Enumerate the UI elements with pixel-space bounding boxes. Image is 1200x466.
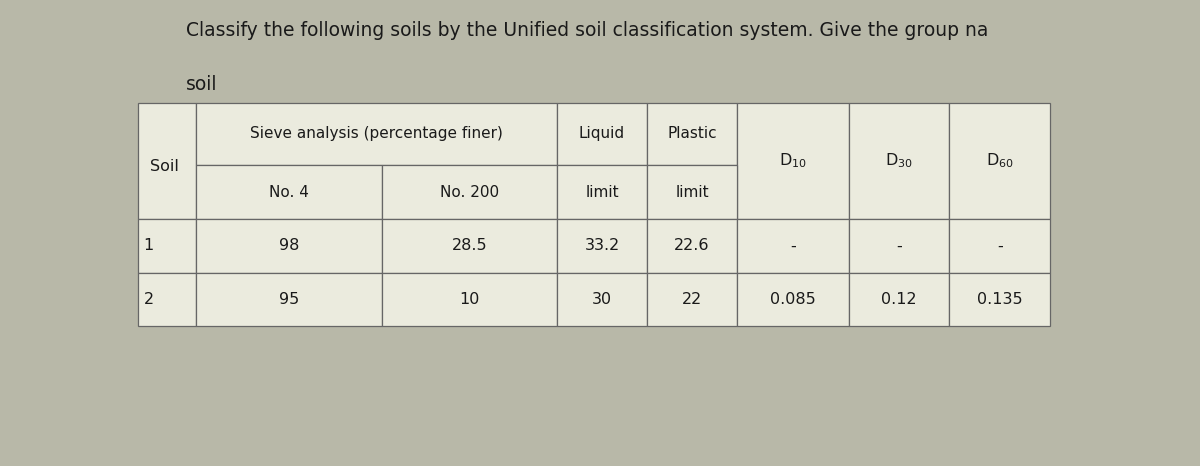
Text: 98: 98 xyxy=(278,238,299,254)
Text: 0.135: 0.135 xyxy=(977,292,1022,307)
Text: 10: 10 xyxy=(460,292,480,307)
Text: No. 200: No. 200 xyxy=(440,185,499,200)
Text: 95: 95 xyxy=(278,292,299,307)
Text: limit: limit xyxy=(586,185,619,200)
Text: 33.2: 33.2 xyxy=(584,238,619,254)
Text: -: - xyxy=(790,238,796,254)
Text: -: - xyxy=(896,238,901,254)
Text: 22: 22 xyxy=(682,292,702,307)
Text: D$_{60}$: D$_{60}$ xyxy=(985,151,1014,170)
Text: Plastic: Plastic xyxy=(667,126,716,142)
Text: limit: limit xyxy=(676,185,709,200)
Text: 22.6: 22.6 xyxy=(674,238,710,254)
Text: 28.5: 28.5 xyxy=(451,238,487,254)
Text: Sieve analysis (percentage finer): Sieve analysis (percentage finer) xyxy=(250,126,503,142)
Text: -: - xyxy=(997,238,1002,254)
Text: No. 4: No. 4 xyxy=(269,185,310,200)
Text: Soil: Soil xyxy=(150,159,179,174)
Text: 0.085: 0.085 xyxy=(770,292,816,307)
Text: soil: soil xyxy=(186,75,217,94)
Text: D$_{10}$: D$_{10}$ xyxy=(779,151,806,170)
Text: D$_{30}$: D$_{30}$ xyxy=(884,151,913,170)
Text: 1: 1 xyxy=(143,238,154,254)
Text: Liquid: Liquid xyxy=(578,126,625,142)
Text: 0.12: 0.12 xyxy=(881,292,917,307)
Text: 30: 30 xyxy=(592,292,612,307)
Text: 2: 2 xyxy=(144,292,154,307)
Text: Classify the following soils by the Unified soil classification system. Give the: Classify the following soils by the Unif… xyxy=(186,21,989,40)
